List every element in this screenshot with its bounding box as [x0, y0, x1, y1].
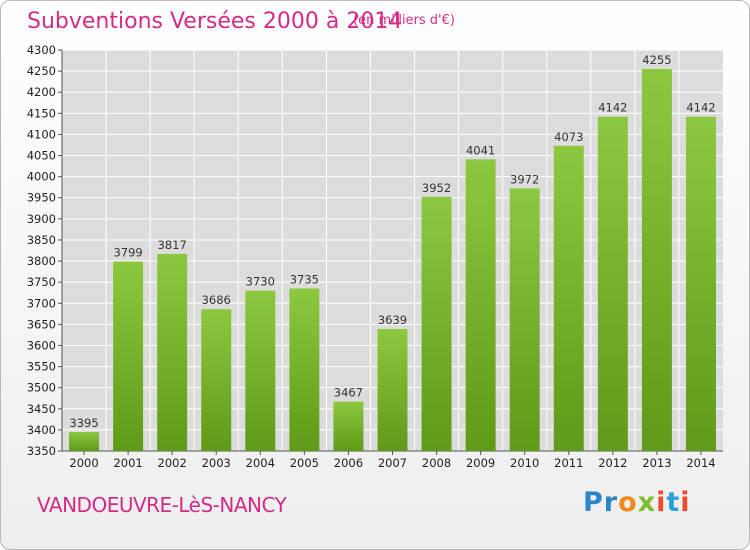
x-tick-label: 2006: [334, 456, 363, 470]
bar: [553, 145, 584, 451]
y-tick-label: 4250: [27, 64, 56, 78]
bar: [113, 261, 144, 451]
x-tick-label: 2014: [686, 456, 715, 470]
y-tick-label: 3900: [27, 212, 56, 226]
data-label: 3730: [246, 275, 275, 289]
x-tick-label: 2001: [113, 456, 142, 470]
x-tick-label: 2003: [202, 456, 231, 470]
data-label: 4142: [598, 101, 627, 115]
y-tick-label: 4150: [27, 106, 56, 120]
bar: [641, 68, 672, 451]
bar: [333, 401, 364, 451]
bar: [421, 196, 452, 451]
bar: [289, 288, 320, 451]
proxiti-logo: Proxiti: [583, 487, 691, 518]
y-tick-label: 3600: [27, 338, 56, 352]
y-tick-label: 4000: [27, 170, 56, 184]
y-tick-label: 3950: [27, 191, 56, 205]
data-label: 3686: [202, 293, 231, 307]
y-tick-label: 4200: [27, 85, 56, 99]
x-tick-label: 2005: [290, 456, 319, 470]
x-tick-label: 2013: [642, 456, 671, 470]
y-tick-label: 3650: [27, 317, 56, 331]
y-tick-label: 3700: [27, 296, 56, 310]
x-tick-label: 2010: [510, 456, 539, 470]
y-tick-label: 3850: [27, 233, 56, 247]
bar: [201, 309, 232, 451]
x-tick-label: 2009: [466, 456, 495, 470]
y-tick-label: 3500: [27, 381, 56, 395]
bar: [465, 159, 496, 451]
x-tick-label: 2011: [554, 456, 583, 470]
data-label: 3799: [113, 245, 142, 259]
x-tick-label: 2012: [598, 456, 627, 470]
data-label: 4142: [686, 101, 715, 115]
data-label: 3817: [158, 238, 187, 252]
x-tick-label: 2000: [69, 456, 98, 470]
x-tick-label: 2007: [378, 456, 407, 470]
bar: [509, 188, 540, 451]
bar: [245, 290, 276, 451]
y-tick-label: 3800: [27, 254, 56, 268]
data-label: 3735: [290, 272, 319, 286]
x-tick-label: 2004: [246, 456, 275, 470]
bars: [69, 68, 716, 452]
chart-title: Subventions Versées 2000 à 2014: [27, 9, 403, 34]
data-label: 3467: [334, 386, 363, 400]
data-label: 3972: [510, 172, 539, 186]
x-tick-label: 2002: [158, 456, 187, 470]
y-tick-label: 3750: [27, 275, 56, 289]
data-label: 3395: [69, 416, 98, 430]
data-label: 3952: [422, 181, 451, 195]
y-tick-label: 3550: [27, 360, 56, 374]
chart-subtitle: (en milliers d'€): [353, 13, 455, 28]
y-tick-label: 3350: [27, 444, 56, 458]
labels: 2000 3395 2001 3799 2002 3817 2003 3686 2004 3730…: [69, 53, 715, 470]
y-tick-label: 3400: [27, 423, 56, 437]
y-tick-label: 4050: [27, 149, 56, 163]
bar: [157, 253, 188, 451]
bar: [685, 116, 716, 452]
y-tick-label: 4300: [27, 43, 56, 57]
data-label: 3639: [378, 313, 407, 327]
data-label: 4255: [642, 53, 671, 67]
data-label: 4041: [466, 143, 495, 157]
y-tick-label: 4100: [27, 127, 56, 141]
bar: [597, 116, 628, 452]
bar: [69, 432, 100, 451]
data-label: 4073: [554, 130, 583, 144]
y-tick-label: 3450: [27, 402, 56, 416]
city-name: VANDOEUVRE-LèS-NANCY: [37, 493, 287, 517]
bar: [377, 329, 408, 451]
x-tick-label: 2008: [422, 456, 451, 470]
